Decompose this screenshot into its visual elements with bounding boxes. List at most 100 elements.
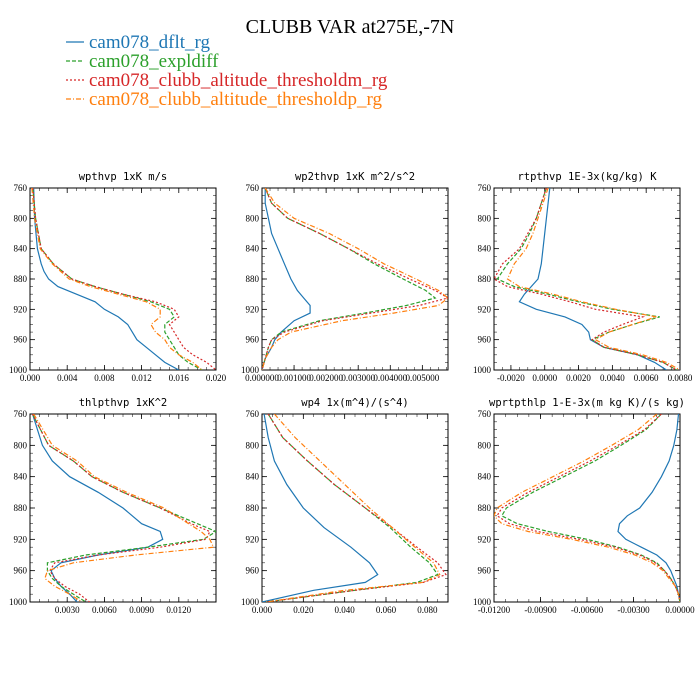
- series-line-2: [31, 414, 216, 602]
- series-line-4: [266, 414, 441, 602]
- plot-frame: [261, 413, 449, 603]
- y-tick-label: 960: [246, 566, 260, 576]
- panel-4: thlpthvp 1xK^2 760 800 840 880 920 960 1000 0.00…: [9, 397, 217, 615]
- panel-3: rtpthvp 1E-3x(kg/kg) K 760 800 840 880 920 960…: [473, 171, 693, 383]
- x-tick-label: 0.004: [57, 373, 78, 383]
- legend-label: cam078_expldiff: [89, 51, 219, 72]
- panel-title: wp2thvp 1xK m^2/s^2: [295, 171, 415, 183]
- y-tick-label: 840: [478, 244, 492, 254]
- series-line-1: [262, 414, 379, 602]
- y-tick-label: 800: [478, 440, 492, 450]
- x-tick-label: 0.080: [417, 605, 438, 615]
- plot-frame: [493, 413, 681, 603]
- y-tick-label: 880: [246, 503, 260, 513]
- x-tick-label: 0.0020: [566, 373, 591, 383]
- x-tick-label: 0.016: [169, 373, 190, 383]
- x-tick-label: -0.00900: [524, 605, 557, 615]
- panel-title: wprtpthlp 1-E-3x(m kg K)/(s kg): [489, 397, 685, 409]
- series-line-4: [33, 414, 215, 602]
- plot-frame: [493, 187, 681, 371]
- panel-1: wpthvp 1xK m/s76080084088092096010000.00…: [9, 171, 227, 383]
- series-line-1: [262, 188, 311, 370]
- x-tick-label: 0.060: [376, 605, 397, 615]
- y-tick-label: 760: [14, 183, 28, 193]
- y-tick-label: 840: [246, 244, 260, 254]
- y-tick-label: 880: [246, 274, 260, 284]
- panel-5: wp4 1x(m^4)/(s^4)76080084088092096010000…: [241, 397, 449, 615]
- series-line-3: [494, 188, 677, 370]
- panel-title: thlpthvp 1xK^2: [79, 397, 168, 409]
- y-tick-label: 800: [14, 213, 28, 223]
- x-tick-label: 0.00000: [665, 605, 695, 615]
- series-line-1: [31, 414, 164, 602]
- series-line-3: [32, 188, 216, 370]
- series-line-4: [262, 188, 448, 370]
- y-tick-label: 840: [478, 472, 492, 482]
- x-tick-label: 0.005000: [405, 373, 439, 383]
- y-tick-label: 960: [246, 335, 260, 345]
- x-tick-label: 0.001000: [277, 373, 311, 383]
- y-tick-label: 800: [14, 440, 28, 450]
- y-tick-label: 1000: [241, 597, 260, 607]
- series-line-2: [32, 188, 203, 370]
- series-line-1: [33, 188, 180, 370]
- y-tick-label: 760: [246, 183, 260, 193]
- series-line-4: [31, 188, 203, 370]
- y-tick-label: 760: [478, 183, 492, 193]
- y-tick-label: 920: [478, 304, 492, 314]
- figure-title: CLUBB VAR at275E,-7N: [246, 16, 455, 38]
- legend-label: cam078_dflt_rg: [89, 32, 211, 53]
- y-tick-label: 1000: [241, 365, 260, 375]
- x-tick-label: 0.0060: [92, 605, 117, 615]
- panel-title: rtpthvp 1E-3x(kg/kg) K: [517, 171, 657, 183]
- x-tick-label: 0.003000: [341, 373, 375, 383]
- y-tick-label: 880: [478, 503, 492, 513]
- x-tick-label: 0.020: [206, 373, 227, 383]
- x-tick-label: 0.000: [252, 605, 273, 615]
- y-tick-label: 1000: [9, 597, 28, 607]
- x-tick-label: 0.000: [20, 373, 41, 383]
- y-tick-label: 920: [14, 534, 28, 544]
- x-tick-label: 0.0080: [668, 373, 693, 383]
- panel-title: wpthvp 1xK m/s: [79, 171, 168, 183]
- y-tick-label: 1000: [9, 365, 28, 375]
- x-tick-label: 0.008: [94, 373, 115, 383]
- panels: wpthvp 1xK m/s76080084088092096010000.00…: [9, 171, 695, 615]
- y-tick-label: 960: [478, 566, 492, 576]
- series-line-4: [506, 188, 680, 370]
- y-tick-label: 920: [246, 534, 260, 544]
- series-line-3: [266, 414, 447, 602]
- series-line-1: [617, 414, 680, 602]
- x-tick-label: 0.0120: [166, 605, 191, 615]
- x-tick-label: 0.0030: [55, 605, 80, 615]
- series-line-1: [518, 188, 667, 370]
- x-tick-label: 0.0040: [600, 373, 625, 383]
- plot-frame: [29, 187, 217, 371]
- y-tick-label: 840: [14, 244, 28, 254]
- series-line-2: [266, 414, 439, 602]
- y-tick-label: 1000: [473, 597, 492, 607]
- y-tick-label: 880: [478, 274, 492, 284]
- panel-title: wp4 1x(m^4)/(s^4): [301, 397, 408, 409]
- x-tick-label: 0.012: [131, 373, 151, 383]
- y-tick-label: 960: [14, 335, 28, 345]
- series-line-2: [500, 414, 680, 602]
- y-tick-label: 920: [478, 534, 492, 544]
- y-tick-label: 960: [478, 335, 492, 345]
- y-tick-label: 760: [246, 409, 260, 419]
- panel-6: wprtpthlp 1-E-3x(m kg K)/(s kg)760 800 840…: [473, 397, 695, 615]
- x-tick-label: 0.002000: [309, 373, 343, 383]
- y-tick-label: 880: [14, 274, 28, 284]
- x-tick-label: 0.020: [293, 605, 314, 615]
- x-tick-label: 0.0090: [129, 605, 154, 615]
- x-tick-label: 0.0000: [532, 373, 557, 383]
- x-tick-label: -0.01200: [478, 605, 511, 615]
- y-tick-label: 920: [246, 304, 260, 314]
- legend-label: cam078_clubb_altitude_thresholdm_rg: [89, 70, 388, 91]
- y-tick-label: 760: [14, 409, 28, 419]
- y-tick-label: 920: [14, 304, 28, 314]
- y-tick-label: 840: [246, 472, 260, 482]
- panel-2: wp2thvp 1xK m^2/s^2 760 800 840 880 920 960 100…: [241, 171, 449, 383]
- series-line-3: [496, 414, 680, 602]
- series-line-2: [262, 188, 437, 370]
